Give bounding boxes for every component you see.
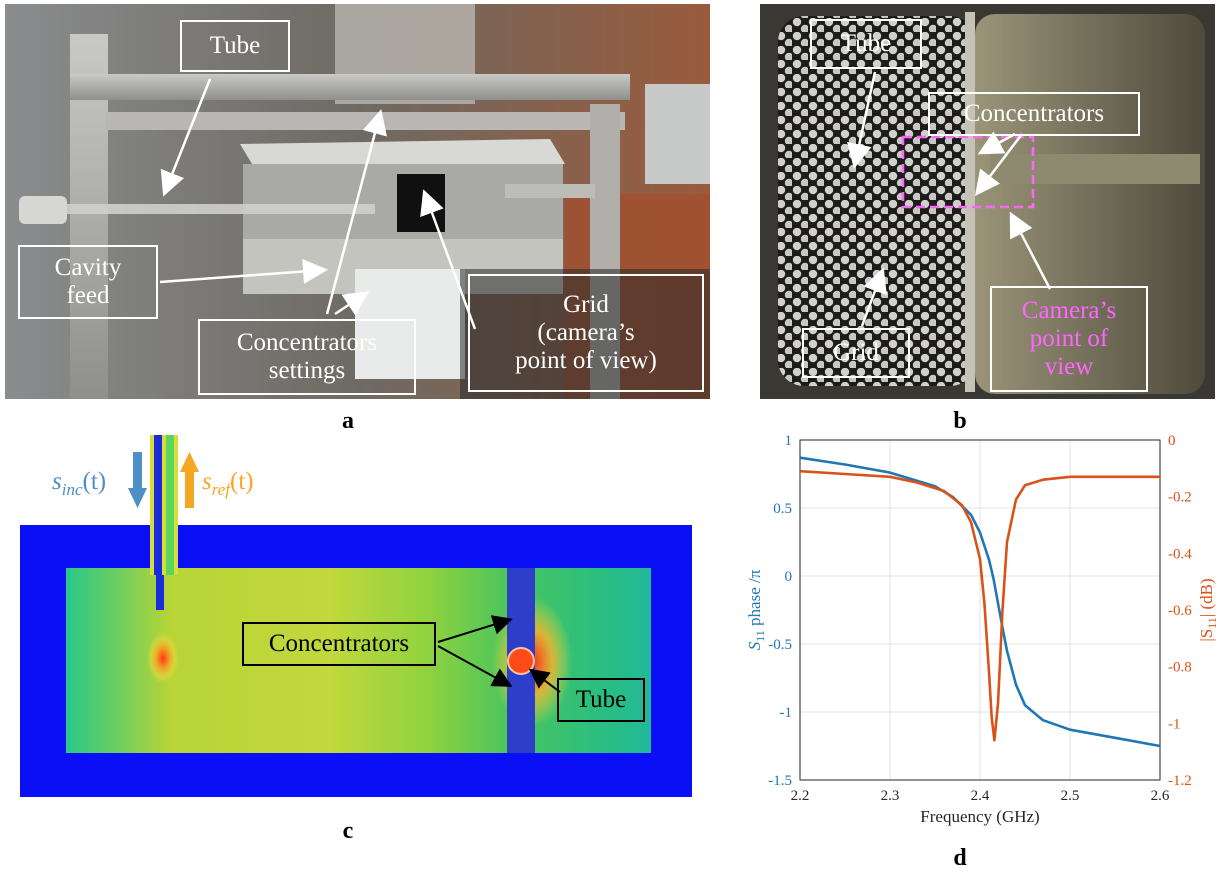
callout-tube-c: Tube xyxy=(557,678,645,722)
y-right-tick-label: -0.2 xyxy=(1168,490,1192,506)
y-right-tick-label: -0.6 xyxy=(1168,603,1192,619)
callout-tube: Tube xyxy=(180,20,290,72)
y-left-tick-label: 1 xyxy=(785,433,793,449)
callout-grid: Grid (camera’s point of view) xyxy=(468,274,704,392)
s11-chart: 2.2 2.3 2.4 2.5 2.6 1 0.5 0 -0.5 -1 -1.5 0 -0.2 -0.4 -… xyxy=(735,425,1220,845)
y-right-tick-label: 0 xyxy=(1168,433,1176,449)
x-tick-label: 2.6 xyxy=(1151,788,1170,804)
panel-a-photo: Tube Cavity feed Concentrators settings … xyxy=(5,4,710,399)
x-axis-label: Frequency (GHz) xyxy=(920,807,1039,826)
panel-d-chart: 2.2 2.3 2.4 2.5 2.6 1 0.5 0 -0.5 -1 -1.5 0 -0.2 -0.4 -… xyxy=(735,425,1220,845)
y-left-tick-label: 0.5 xyxy=(773,501,792,517)
callout-concentrators-settings: Concentrators settings xyxy=(198,319,416,395)
y-left-tick-label: -0.5 xyxy=(768,637,792,653)
callout-concentrators-c: Concentrators xyxy=(242,622,436,666)
x-tick-label: 2.5 xyxy=(1061,788,1080,804)
camera-view-dashed-box xyxy=(903,137,1033,207)
y-left-axis-label: S11 phase /π xyxy=(745,569,767,650)
x-tick-label: 2.4 xyxy=(971,788,990,804)
s-ref-arrow xyxy=(185,470,194,508)
callout-concentrators-b: Concentrators xyxy=(928,92,1140,136)
y-right-tick-label: -1 xyxy=(1168,716,1181,732)
panel-label-c: c xyxy=(328,818,368,845)
callout-cavity-feed: Cavity feed xyxy=(18,245,158,319)
panel-label-d: d xyxy=(940,845,980,872)
x-tick-label: 2.3 xyxy=(881,788,900,804)
y-right-tick-label: -0.4 xyxy=(1168,546,1192,562)
x-tick-label: 2.2 xyxy=(791,788,810,804)
y-left-tick-label: 0 xyxy=(785,569,793,585)
y-right-tick-label: -1.2 xyxy=(1168,773,1192,789)
label-s-inc: sinc(t) xyxy=(52,468,106,500)
callout-tube-b: Tube xyxy=(810,19,922,69)
panel-c-simulation: sinc(t) sref(t) Concentrators Tube xyxy=(20,430,700,800)
y-left-tick-label: -1.5 xyxy=(768,773,792,789)
field-map-illustration xyxy=(20,430,700,800)
callout-grid-b: Grid xyxy=(802,328,910,378)
y-left-tick-label: -1 xyxy=(780,705,793,721)
panel-c-arrows xyxy=(20,430,700,800)
callout-camera-view: Camera’s point of view xyxy=(990,286,1148,392)
y-right-axis-label: |S11| (dB) xyxy=(1197,578,1219,641)
label-s-ref: sref(t) xyxy=(202,468,254,500)
s-inc-arrow xyxy=(133,452,142,490)
panel-b-photo: Tube Concentrators Grid Camera’s point o… xyxy=(760,4,1215,399)
y-right-tick-label: -0.8 xyxy=(1168,660,1192,676)
